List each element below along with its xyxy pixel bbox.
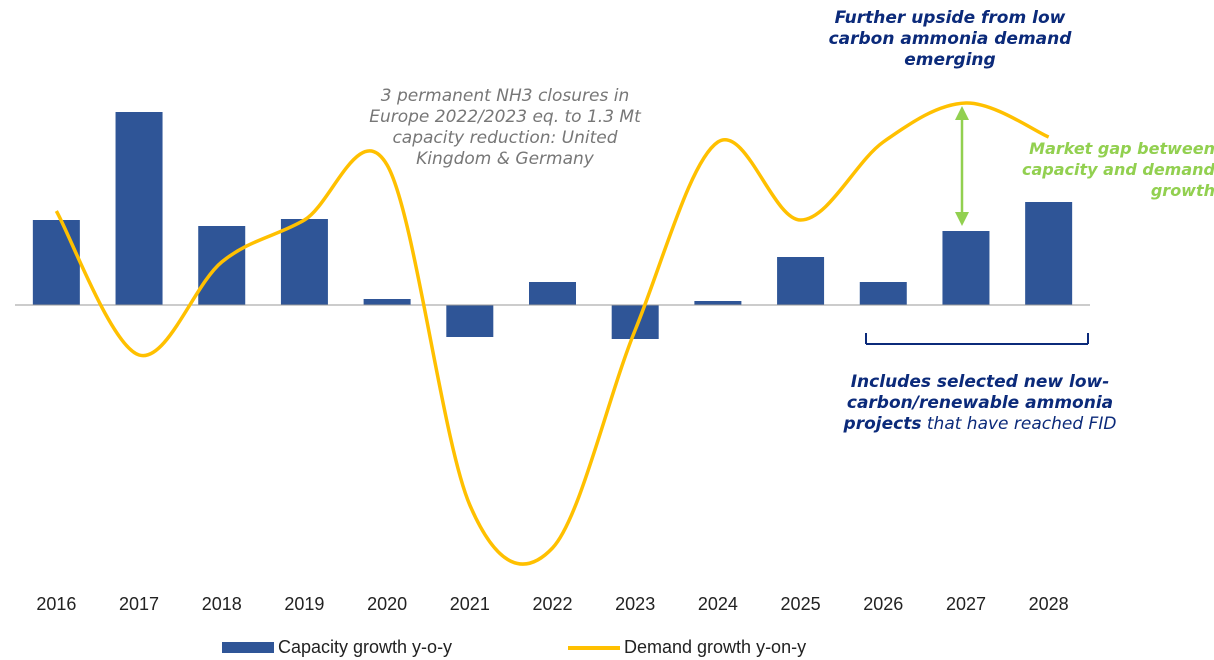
annotation: Includes selected new low-carbon/renewab… <box>820 372 1140 435</box>
bar <box>529 282 576 305</box>
x-tick-label: 2028 <box>1029 594 1069 614</box>
x-tick-label: 2021 <box>450 594 490 614</box>
demand-line <box>54 101 1050 566</box>
x-tick-label: 2025 <box>781 594 821 614</box>
bar <box>280 219 328 305</box>
legend-label: Demand growth y-on-y <box>624 637 806 657</box>
annotation: Market gap between capacity and demand g… <box>1022 139 1214 200</box>
annotation: Further upside from low carbon ammonia d… <box>828 8 1072 70</box>
x-tick-label: 2018 <box>202 594 242 614</box>
x-tick-label: 2022 <box>532 594 572 614</box>
legend-swatch <box>222 642 274 653</box>
x-tick-label: 2024 <box>698 594 738 614</box>
bar <box>777 257 825 305</box>
bar <box>942 231 990 305</box>
x-tick-label: 2016 <box>36 594 76 614</box>
annotation: 3 permanent NH3 closures in Europe 2022/… <box>369 86 641 169</box>
x-tick-label: 2023 <box>615 594 655 614</box>
x-tick-label: 2027 <box>946 594 986 614</box>
bar <box>446 305 494 337</box>
bar <box>1025 202 1073 305</box>
annotation-bold: Includes selected new low-carbon/renewab… <box>843 372 1114 434</box>
x-tick-label: 2026 <box>863 594 903 614</box>
bar <box>363 299 411 305</box>
bar <box>32 220 80 305</box>
legend-label: Capacity growth y-o-y <box>278 637 452 657</box>
x-tick-label: 2020 <box>367 594 407 614</box>
annotation-text: that have reached FID <box>926 414 1117 434</box>
x-tick-label: 2017 <box>119 594 159 614</box>
x-tick-label: 2019 <box>284 594 324 614</box>
gap-arrow <box>955 106 969 226</box>
bar <box>694 301 742 305</box>
bar <box>115 112 163 305</box>
bar <box>859 282 907 305</box>
bar <box>198 226 246 305</box>
